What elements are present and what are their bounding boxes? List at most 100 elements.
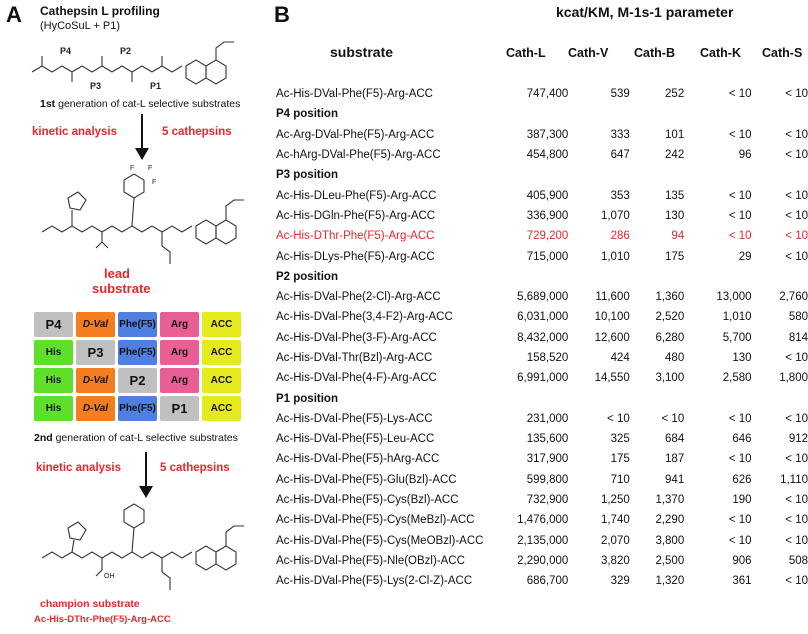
arrow1-down-icon xyxy=(135,114,149,160)
arrow2-left-label: kinetic analysis xyxy=(36,462,122,474)
value-cell: 912 xyxy=(788,433,808,446)
value-cell: < 10 xyxy=(785,128,808,141)
value-cell: 231,000 xyxy=(526,412,569,425)
kinetics-table-body: Ac-His-DVal-Phe(F5)-Arg-ACC 747,400 539 252… xyxy=(276,84,808,591)
arrow2-down-icon xyxy=(139,452,153,498)
value-cell: < 10 xyxy=(607,412,630,425)
grid-cell: His xyxy=(34,368,73,393)
substrate-cell: Ac-His-DVal-Phe(F5)-hArg-ACC xyxy=(276,453,440,466)
substrate-cell: Ac-His-DVal-Phe(F5)-Cys(MeBzl)-ACC xyxy=(276,514,475,527)
table-row: Ac-His-DVal-Phe(4-F)-Arg-ACC 6,991,000 14,… xyxy=(276,368,808,388)
value-cell: < 10 xyxy=(785,494,808,507)
value-cell: 405,900 xyxy=(526,189,569,202)
value-cell: 130 xyxy=(732,352,752,364)
value-cell: 8,432,000 xyxy=(517,331,569,344)
value-cell: 747,400 xyxy=(526,88,569,101)
value-cell: 12,600 xyxy=(594,331,630,344)
svg-text:F: F xyxy=(148,165,152,172)
grid-cell: Phe(F5) xyxy=(118,312,157,337)
value-cell: < 10 xyxy=(728,230,752,243)
substrate-grid: P4 D-Val Phe(F5) Arg ACC His P3 Phe(F5) … xyxy=(34,312,241,421)
value-cell: < 10 xyxy=(785,575,808,588)
value-cell: 686,700 xyxy=(526,575,569,588)
value-cell: 1,800 xyxy=(779,372,808,385)
grid-cell: ACC xyxy=(202,340,241,365)
svg-text:OH: OH xyxy=(104,573,115,580)
grid-cell: P3 xyxy=(76,340,115,365)
value-cell: 732,900 xyxy=(526,494,569,507)
value-cell: 539 xyxy=(610,88,630,101)
lead-substrate-label: lead substrate xyxy=(92,266,151,296)
value-cell: 329 xyxy=(610,575,630,588)
panel-a-subtitle: (HyCoSuL + P1) xyxy=(40,20,120,32)
substrate-cell: Ac-His-DVal-Phe(F5)-Cys(MeOBzl)-ACC xyxy=(276,534,484,547)
table-row: Ac-His-DVal-Phe(F5)-Leu-ACC 135,600 325 684… xyxy=(276,429,808,449)
value-cell: 1,740 xyxy=(600,514,630,527)
value-cell: 715,000 xyxy=(526,250,569,263)
gen1-structure-diagram: P4 P3 P2 P1 xyxy=(31,41,234,90)
value-cell: 2,760 xyxy=(779,291,808,304)
panel-a-letter: A xyxy=(6,2,22,27)
parameter-title: kcat/KM, M-1s-1 parameter xyxy=(556,4,734,20)
table-row: Ac-His-DVal-Phe(F5)-Nle(OBzl)-ACC 2,290,0… xyxy=(276,551,808,571)
table-row: Ac-His-DVal-Phe(F5)-Arg-ACC 747,400 539 252… xyxy=(276,84,808,104)
value-cell: 158,520 xyxy=(526,352,569,364)
value-cell: < 10 xyxy=(785,149,808,162)
value-cell: 286 xyxy=(610,230,630,243)
col-header-cath-s: Cath-S xyxy=(762,46,803,60)
value-cell: 94 xyxy=(671,230,685,243)
grid-cell: D-Val xyxy=(76,368,115,393)
substrate-cell: Ac-His-DVal-Phe(3,4-F2)-Arg-ACC xyxy=(276,311,453,324)
value-cell: 13,000 xyxy=(716,291,752,304)
table-row: Ac-His-DVal-Phe(F5)-Glu(Bzl)-ACC 599,800 7… xyxy=(276,470,808,490)
value-cell: 1,320 xyxy=(655,575,685,588)
value-cell: < 10 xyxy=(785,88,808,101)
value-cell: < 10 xyxy=(728,209,752,222)
gen2-caption-bold: 2nd xyxy=(34,432,53,444)
arrow1-right-label: 5 cathepsins xyxy=(162,126,232,138)
value-cell: < 10 xyxy=(785,534,808,547)
value-cell: 684 xyxy=(665,433,685,446)
p4-label: P4 xyxy=(60,46,71,56)
section-label: P1 position xyxy=(276,392,338,405)
value-cell: 1,476,000 xyxy=(517,514,569,527)
substrate-cell: Ac-His-DVal-Phe(F5)-Leu-ACC xyxy=(276,433,435,446)
value-cell: < 10 xyxy=(785,453,808,466)
value-cell: 580 xyxy=(788,311,808,324)
col-header-cath-k: Cath-K xyxy=(700,46,741,60)
value-cell: 1,250 xyxy=(600,494,630,507)
value-cell: 599,800 xyxy=(526,473,569,486)
value-cell: 1,360 xyxy=(655,291,685,304)
value-cell: < 10 xyxy=(785,352,808,364)
table-row: Ac-Arg-DVal-Phe(F5)-Arg-ACC 387,300 333 101… xyxy=(276,125,808,145)
table-row: Ac-His-DVal-Phe(F5)-Cys(Bzl)-ACC 732,900 1… xyxy=(276,490,808,510)
value-cell: 626 xyxy=(732,473,752,486)
table-row: Ac-His-DVal-Phe(F5)-hArg-ACC 317,900 175 18… xyxy=(276,449,808,469)
grid-cell: D-Val xyxy=(76,396,115,421)
substrate-cell: Ac-His-DVal-Phe(F5)-Arg-ACC xyxy=(276,88,433,101)
lead-structure-diagram: F FF xyxy=(41,165,244,264)
value-cell: 5,689,000 xyxy=(517,291,569,304)
value-cell: 252 xyxy=(665,88,685,101)
lead-label-line2: substrate xyxy=(92,281,151,296)
value-cell: 647 xyxy=(610,149,630,162)
value-cell: 336,900 xyxy=(526,209,569,222)
substrate-cell: Ac-His-DVal-Phe(F5)-Lys-ACC xyxy=(276,412,433,425)
section-label: P2 position xyxy=(276,270,338,283)
value-cell: 814 xyxy=(788,331,808,344)
value-cell: 175 xyxy=(610,453,630,466)
value-cell: < 10 xyxy=(728,453,752,466)
value-cell: < 10 xyxy=(661,412,685,425)
panel-b-letter: B xyxy=(274,2,290,27)
substrate-cell: Ac-His-DVal-Phe(F5)-Cys(Bzl)-ACC xyxy=(276,494,459,507)
value-cell: 325 xyxy=(610,433,630,446)
arrow1-left-label: kinetic analysis xyxy=(32,126,118,138)
value-cell: 6,991,000 xyxy=(517,372,569,385)
value-cell: 3,100 xyxy=(655,372,685,385)
section-header-row: P2 position xyxy=(276,267,808,287)
value-cell: 187 xyxy=(665,453,685,466)
kinetics-table: Ac-His-DVal-Phe(F5)-Arg-ACC 747,400 539 252… xyxy=(276,84,808,591)
grid-cell: His xyxy=(34,340,73,365)
table-row: Ac-His-DLys-Phe(F5)-Arg-ACC 715,000 1,010 1… xyxy=(276,246,808,266)
value-cell: 135 xyxy=(665,189,685,202)
